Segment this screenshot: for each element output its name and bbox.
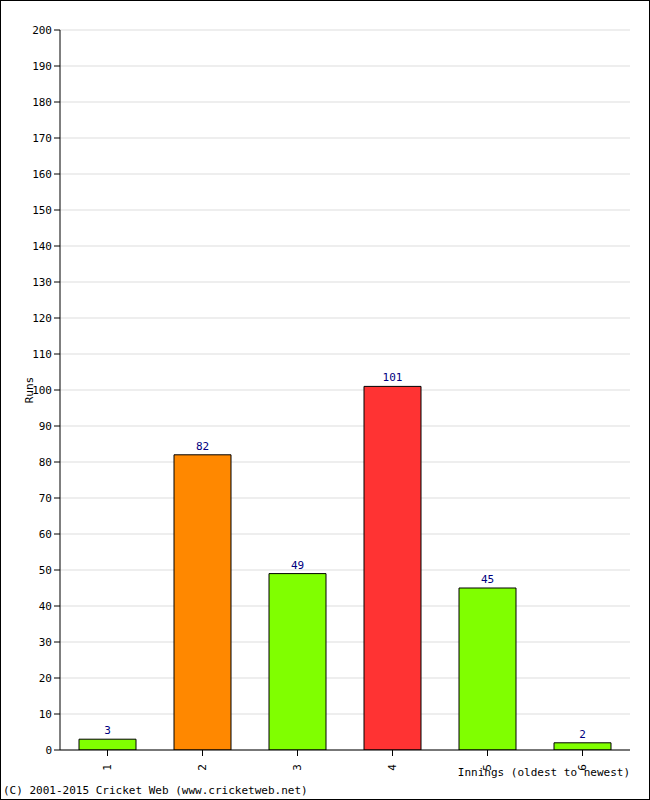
svg-text:50: 50 [39, 564, 52, 577]
svg-text:200: 200 [32, 24, 52, 37]
svg-text:2: 2 [196, 764, 209, 771]
svg-text:120: 120 [32, 312, 52, 325]
svg-text:3: 3 [291, 764, 304, 771]
svg-text:90: 90 [39, 420, 52, 433]
svg-text:130: 130 [32, 276, 52, 289]
svg-text:10: 10 [39, 708, 52, 721]
svg-text:100: 100 [32, 383, 52, 397]
svg-text:150: 150 [32, 204, 52, 217]
html-text:Runs: Runs [23, 376, 36, 404]
svg-text:80: 80 [39, 456, 52, 469]
svg-text:82: 82 [196, 440, 209, 453]
html-text:(C) 2001-2015 Cricket Web (www: (C) 2001-2015 Cricket Web (www.cricketwe… [3, 784, 308, 797]
html-text:Innings (oldest to newest): Innings (oldest to newest) [457, 766, 630, 779]
svg-text:70: 70 [39, 492, 52, 505]
svg-text:60: 60 [39, 528, 52, 541]
svg-text:0: 0 [45, 744, 52, 757]
svg-text:110: 110 [32, 348, 52, 361]
svg-text:20: 20 [39, 672, 52, 685]
svg-text:45: 45 [481, 573, 494, 586]
svg-text:190: 190 [32, 60, 52, 73]
svg-text:170: 170 [32, 132, 52, 145]
svg-text:4: 4 [386, 764, 399, 771]
svg-text:40: 40 [39, 600, 52, 613]
svg-text:140: 140 [32, 240, 52, 253]
svg-text:30: 30 [39, 636, 52, 649]
svg-text:3: 3 [104, 724, 111, 737]
svg-text:1: 1 [101, 764, 114, 771]
svg-text:101: 101 [383, 371, 403, 384]
svg-text:160: 160 [32, 168, 52, 181]
svg-text:2: 2 [579, 728, 586, 741]
svg-text:180: 180 [32, 96, 52, 109]
svg-text:49: 49 [291, 559, 304, 572]
